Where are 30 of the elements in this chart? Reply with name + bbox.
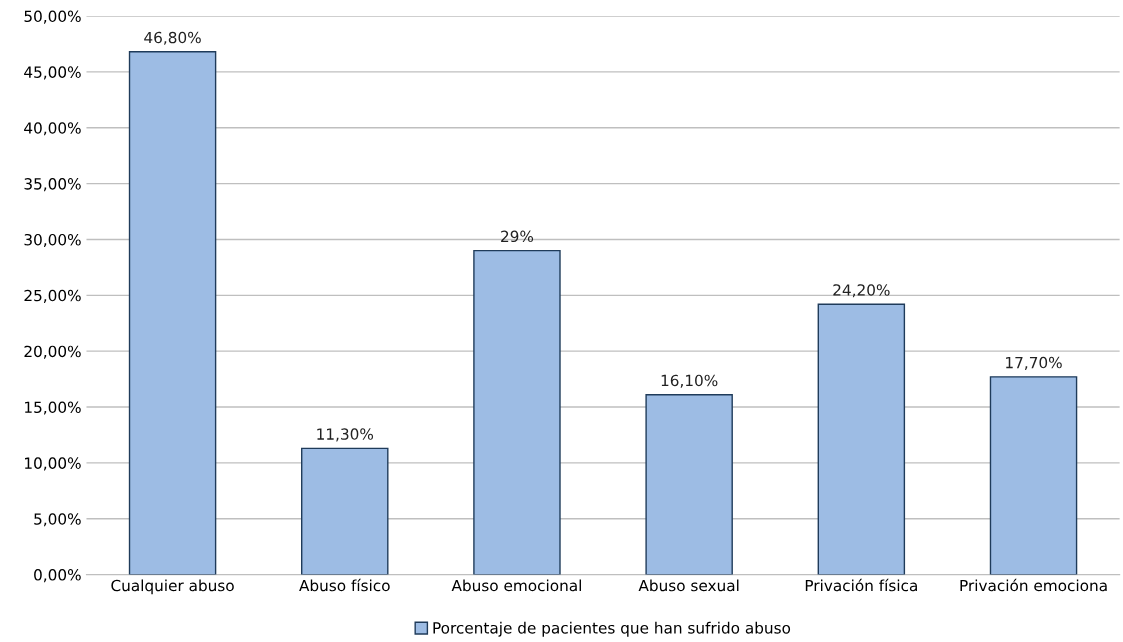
bar <box>645 394 733 575</box>
bar <box>128 51 217 575</box>
data-label: 11,30% <box>317 428 374 442</box>
data-label: 17,70% <box>1006 356 1062 370</box>
bar <box>473 249 561 575</box>
y-tick-label: 0,00% <box>34 569 81 583</box>
y-tick-label: 35,00% <box>24 178 81 192</box>
x-tick-label: Privación emociona <box>960 578 1107 592</box>
bar <box>301 447 389 575</box>
legend-label: Porcentaje de pacientes que han sufrido abuso <box>433 621 791 637</box>
x-tick-label: Abuso físico <box>299 578 390 592</box>
data-label: 16,10% <box>661 374 718 388</box>
bar <box>817 303 906 575</box>
data-label: 46,80% <box>144 31 201 45</box>
data-label: 24,20% <box>833 284 890 298</box>
y-tick-label: 5,00% <box>34 513 81 527</box>
y-tick-label: 30,00% <box>24 233 81 248</box>
data-label: 29% <box>501 230 534 243</box>
y-tick-label: 40,00% <box>24 122 81 136</box>
x-tick-label: Abuso sexual <box>638 579 739 592</box>
bar <box>989 376 1078 575</box>
x-tick-label: Abuso emocional <box>451 579 581 592</box>
y-tick-label: 45,00% <box>24 66 81 80</box>
x-tick-label: Privación física <box>805 578 917 592</box>
y-tick-label: 20,00% <box>24 345 81 359</box>
x-tick-label: Cualquier abuso <box>111 579 234 595</box>
y-tick-label: 15,00% <box>25 401 81 415</box>
y-tick-label: 10,00% <box>25 457 81 471</box>
y-tick-label: 25,00% <box>24 289 81 303</box>
y-tick-label: 50,00% <box>24 10 81 24</box>
